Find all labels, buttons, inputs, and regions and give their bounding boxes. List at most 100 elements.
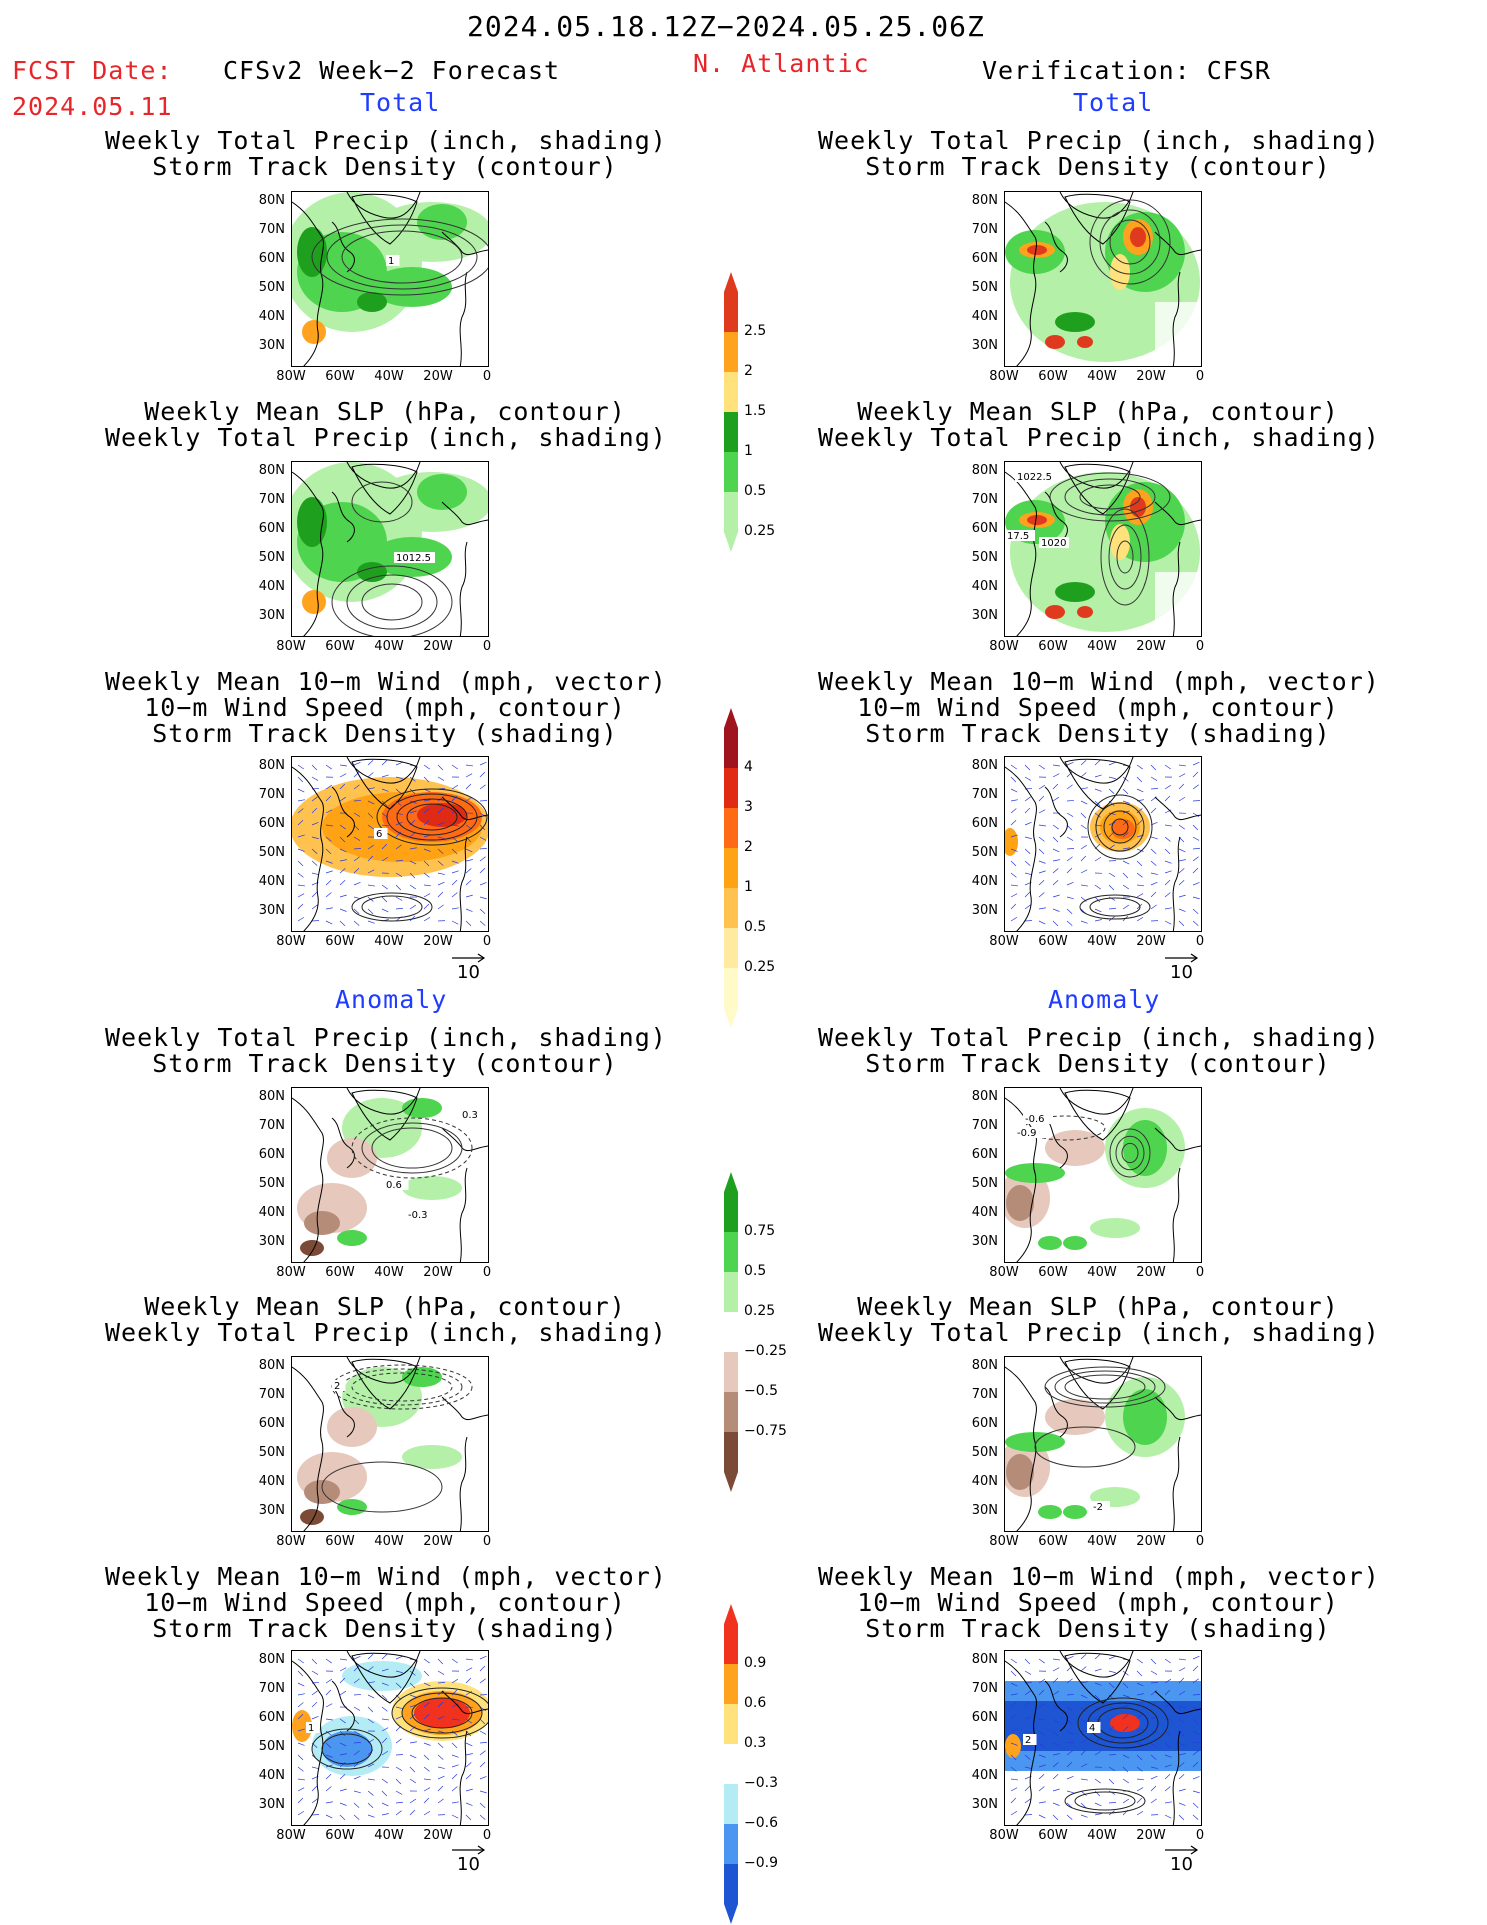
wind-vector (1038, 870, 1046, 874)
contour-label-bg (384, 1179, 409, 1190)
lon-tick-label: 60W (1038, 1265, 1068, 1280)
wind-vector (1052, 1814, 1059, 1821)
wind-vector (1108, 884, 1115, 891)
wind-vector (1080, 1718, 1087, 1724)
lat-tick-label: 60N (971, 251, 998, 266)
wind-vector (1164, 892, 1171, 898)
wind-vector (1010, 1778, 1018, 1781)
panel-title-line: Weekly Total Precip (inch, shading) (105, 1023, 667, 1052)
wind-vector (1052, 859, 1060, 862)
wind-vector (1164, 1718, 1172, 1721)
panel-title-line: 10−m Wind Speed (mph, contour) (144, 1588, 626, 1617)
contour-line (1095, 802, 1145, 852)
colorbar-label: 1 (744, 879, 753, 895)
lon-tick-label: 80W (276, 369, 306, 384)
vector-scale-label: 10 (457, 962, 480, 983)
wind-vector (339, 920, 346, 927)
colorbar-label: 0.9 (744, 1655, 767, 1671)
wind-vector (1024, 1766, 1032, 1770)
wind-vector (1164, 1689, 1171, 1696)
map-svg: 2 (292, 1357, 488, 1531)
wind-vector (1052, 783, 1059, 790)
wind-vector (465, 1690, 473, 1696)
shading-blob (1111, 819, 1135, 839)
contour-line (361, 583, 423, 621)
wind-vector (1066, 784, 1073, 790)
wind-vector (1094, 1668, 1102, 1672)
wind-vector (353, 836, 361, 841)
lat-tick-label: 50N (971, 1739, 998, 1754)
contour-label: -0.9 (1017, 1128, 1037, 1139)
coastline (1044, 1680, 1068, 1732)
wind-vector (1192, 1761, 1199, 1768)
greenland-outline (1064, 1652, 1131, 1704)
wind-vector (1150, 872, 1158, 875)
wind-vector (1122, 1704, 1130, 1708)
wind-vector (1066, 1750, 1073, 1756)
wind-vector (465, 1742, 473, 1747)
wind-vector (367, 844, 375, 850)
wind-vector (1038, 809, 1046, 814)
wind-vector (479, 1814, 486, 1820)
wind-vector (1122, 1754, 1130, 1759)
wind-vector (1150, 807, 1157, 814)
wind-vector (381, 1718, 389, 1721)
wind-vector (1066, 761, 1074, 766)
wind-vector (1150, 776, 1158, 781)
shading-blob (1077, 606, 1093, 618)
wind-vector (451, 1801, 459, 1804)
shading-blob (357, 562, 387, 582)
wind-vector (381, 843, 388, 850)
wind-vector (1010, 884, 1018, 887)
wind-vector (381, 1694, 388, 1701)
wind-vector (1108, 1790, 1116, 1795)
wind-vector (325, 1754, 333, 1758)
wind-vector (479, 1776, 487, 1780)
wind-vector (1178, 764, 1186, 767)
wind-vector (381, 824, 389, 827)
contour-line (361, 1122, 463, 1174)
wind-vector (1178, 880, 1185, 886)
wind-vector (339, 1814, 346, 1821)
wind-vector (339, 1690, 347, 1696)
wind-vector (339, 908, 347, 912)
wind-vector (339, 1742, 347, 1747)
wind-vector (367, 787, 375, 790)
contour-line (396, 798, 468, 836)
colorbar-precip_total (724, 272, 738, 552)
colorbar-swatch (724, 412, 738, 452)
wind-vector (395, 1778, 402, 1785)
vector-scale-label: 10 (457, 1854, 480, 1875)
wind-vector (1010, 1702, 1017, 1708)
contour-line (1049, 472, 1171, 522)
wind-vector (325, 1773, 332, 1780)
lat-tick-label: 40N (258, 1768, 285, 1783)
lat-tick-label: 30N (971, 1503, 998, 1518)
wind-vector (1178, 824, 1185, 830)
wind-vector (409, 1694, 417, 1698)
wind-vector (311, 807, 318, 814)
wind-vector (1150, 848, 1157, 854)
wind-vector (1150, 891, 1157, 898)
wind-vector (325, 784, 333, 790)
greenland-outline (351, 1358, 418, 1410)
wind-vector (1150, 1682, 1159, 1684)
panel-title-line: Storm Track Density (shading) (865, 719, 1331, 748)
wind-vector (1038, 1718, 1046, 1721)
wind-vector (1024, 776, 1032, 781)
wind-vector (353, 1742, 362, 1744)
colorbar-swatch (724, 1232, 738, 1272)
colorbar-swatch (724, 928, 738, 968)
contour-line (1054, 1370, 1156, 1404)
contour-line (351, 481, 413, 523)
wind-vector (353, 812, 361, 817)
colorbar-label: 0.25 (744, 1303, 776, 1319)
wind-vector (465, 1814, 472, 1821)
colorbar-label: 0.25 (744, 523, 776, 539)
map-svg (1005, 192, 1201, 366)
wind-vector (437, 860, 444, 866)
colorbar-swatch (724, 1312, 738, 1352)
wind-vector (451, 1786, 458, 1792)
wind-vector (325, 824, 333, 827)
wind-vector (367, 772, 374, 778)
